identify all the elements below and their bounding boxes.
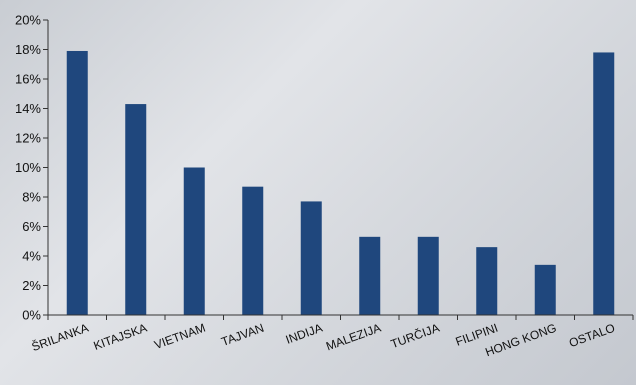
y-tick-label: 12% (15, 131, 41, 146)
bar (125, 104, 147, 315)
x-axis: ŠRILANKA KITAJSKA VIETNAM TAJVAN INDIJA MALEZ… (29, 314, 634, 359)
y-tick-label: 4% (22, 249, 41, 264)
y-axis: 0% 2% 4% 6% 8% 10% 12% 14% 16% 18% 20% (15, 13, 49, 323)
bar (417, 236, 439, 315)
x-tick-label: INDIJA (284, 321, 325, 347)
x-tick-label: ŠRILANKA (29, 320, 90, 354)
y-tick-label: 8% (22, 190, 41, 205)
y-tick-label: 18% (15, 42, 41, 57)
x-tick-label: OSTALO (567, 321, 617, 351)
y-tick-label: 16% (15, 72, 41, 87)
y-tick-label: 14% (15, 101, 41, 116)
bar (66, 50, 88, 315)
x-tick-label: MALEZIJA (324, 321, 383, 354)
bar (593, 52, 615, 315)
y-tick-label: 6% (22, 219, 41, 234)
bar (183, 167, 205, 315)
x-tick-label: VIETNAM (152, 321, 207, 352)
bars (66, 50, 615, 315)
bar (300, 201, 322, 315)
x-tick-label: KITAJSKA (92, 321, 149, 353)
y-tick-label: 0% (22, 308, 41, 323)
y-tick-label: 10% (15, 160, 41, 175)
x-tick-label: TAJVAN (219, 321, 265, 349)
bar (534, 264, 556, 315)
bar (359, 236, 381, 315)
bar (476, 247, 498, 315)
y-tick-label: 2% (22, 278, 41, 293)
x-tick-label: TURČIJA (389, 320, 442, 351)
y-tick-label: 20% (15, 13, 41, 28)
bar (242, 186, 264, 315)
